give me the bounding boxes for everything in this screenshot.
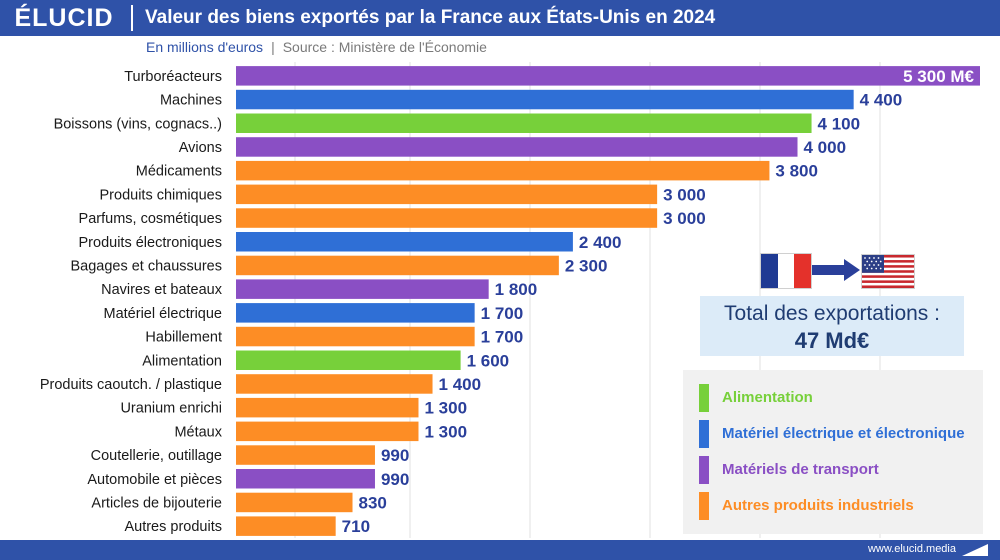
- flag-usa-icon: [861, 254, 915, 289]
- category-label: Habillement: [145, 330, 222, 346]
- bar: [236, 445, 375, 465]
- bar: [236, 492, 353, 513]
- bar: [236, 303, 475, 323]
- value-label: 710: [342, 517, 370, 536]
- arrow-right-icon: [812, 259, 860, 281]
- value-label: 990: [381, 446, 409, 465]
- legend-label-transport: Matériels de transport: [722, 461, 879, 478]
- bar: [236, 374, 433, 394]
- chart-subtitle: En millions d'euros | Source : Ministère d…: [146, 39, 487, 55]
- footer-bar: www.elucid.media: [0, 540, 1000, 560]
- category-label: Bagages et chaussures: [70, 258, 222, 274]
- flag-france-icon: [760, 253, 812, 289]
- bar: [236, 113, 812, 133]
- category-label: Avions: [179, 140, 222, 156]
- bar: [236, 184, 658, 205]
- value-label: 2 400: [579, 233, 622, 252]
- subtitle-separator: |: [271, 39, 275, 55]
- value-label: 830: [359, 493, 387, 512]
- category-label: Matériel électrique: [104, 306, 222, 322]
- category-label: Articles de bijouterie: [91, 495, 222, 511]
- flags-graphic: [760, 253, 915, 289]
- bar: [236, 421, 419, 442]
- bar: [236, 66, 980, 86]
- category-label: Uranium enrichi: [120, 401, 222, 417]
- legend-label-autres: Autres produits industriels: [722, 497, 914, 514]
- value-label: 2 300: [565, 256, 608, 275]
- bar: [236, 232, 573, 252]
- category-label: Produits chimiques: [100, 187, 223, 203]
- bar: [236, 397, 419, 418]
- legend-swatch-autres: [699, 492, 709, 520]
- category-label: Machines: [160, 93, 222, 109]
- source-label: Source : Ministère de l'Économie: [282, 39, 487, 55]
- value-label: 4 400: [860, 91, 903, 110]
- category-label: Métaux: [174, 424, 222, 440]
- bar: [236, 326, 475, 347]
- category-label: Produits caoutch. / plastique: [40, 377, 222, 393]
- legend-swatch-transport: [699, 456, 709, 484]
- value-label: 1 300: [424, 399, 467, 418]
- category-label: Turboréacteurs: [124, 69, 222, 85]
- total-exports-box: Total des exportations : 47 Md€: [700, 296, 964, 356]
- bar: [236, 255, 559, 276]
- legend: Alimentation Matériel électrique et élec…: [683, 370, 983, 534]
- category-label: Boissons (vins, cognacs..): [54, 116, 222, 132]
- category-label: Produits électroniques: [79, 235, 222, 251]
- bar: [236, 160, 770, 181]
- total-label: Total des exportations :: [724, 302, 940, 325]
- value-label: 4 100: [818, 114, 861, 133]
- value-label: 3 800: [775, 162, 818, 181]
- value-label: 3 000: [663, 209, 706, 228]
- logo-divider: [131, 5, 133, 31]
- value-label: 1 400: [439, 375, 482, 394]
- category-label: Autres produits: [124, 519, 222, 535]
- category-label: Médicaments: [136, 164, 222, 180]
- bar: [236, 137, 798, 157]
- footer-url: www.elucid.media: [867, 543, 956, 555]
- elucid-mark-icon: [962, 544, 988, 556]
- category-label: Navires et bateaux: [101, 282, 223, 298]
- legend-label-alimentation: Alimentation: [722, 389, 813, 406]
- bar: [236, 516, 336, 536]
- value-label: 3 000: [663, 185, 706, 204]
- bar: [236, 350, 461, 370]
- value-label: 1 300: [424, 422, 467, 441]
- category-label: Automobile et pièces: [87, 472, 222, 488]
- bar: [236, 469, 375, 489]
- value-label: 990: [381, 470, 409, 489]
- bar: [236, 208, 658, 228]
- value-label: 1 600: [467, 351, 510, 370]
- value-label: 4 000: [804, 138, 847, 157]
- header-bar: ÉLUCID Valeur des biens exportés par la …: [0, 0, 1000, 36]
- unit-label: En millions d'euros: [146, 39, 264, 55]
- elucid-logo: ÉLUCID: [14, 4, 114, 32]
- legend-swatch-electrique: [699, 420, 709, 448]
- category-label: Parfums, cosmétiques: [79, 211, 222, 227]
- value-label: 1 700: [481, 328, 524, 347]
- bar: [236, 279, 489, 299]
- value-label: 5 300 M€: [903, 67, 974, 86]
- bar: [236, 89, 854, 110]
- value-label: 1 800: [495, 280, 538, 299]
- category-label: Alimentation: [142, 353, 222, 369]
- category-label: Coutellerie, outillage: [91, 448, 222, 464]
- total-value: 47 Md€: [794, 328, 870, 353]
- legend-label-electrique: Matériel électrique et électronique: [722, 425, 965, 442]
- value-label: 1 700: [481, 304, 524, 323]
- chart-title: Valeur des biens exportés par la France …: [145, 7, 716, 28]
- legend-swatch-alimentation: [699, 384, 709, 412]
